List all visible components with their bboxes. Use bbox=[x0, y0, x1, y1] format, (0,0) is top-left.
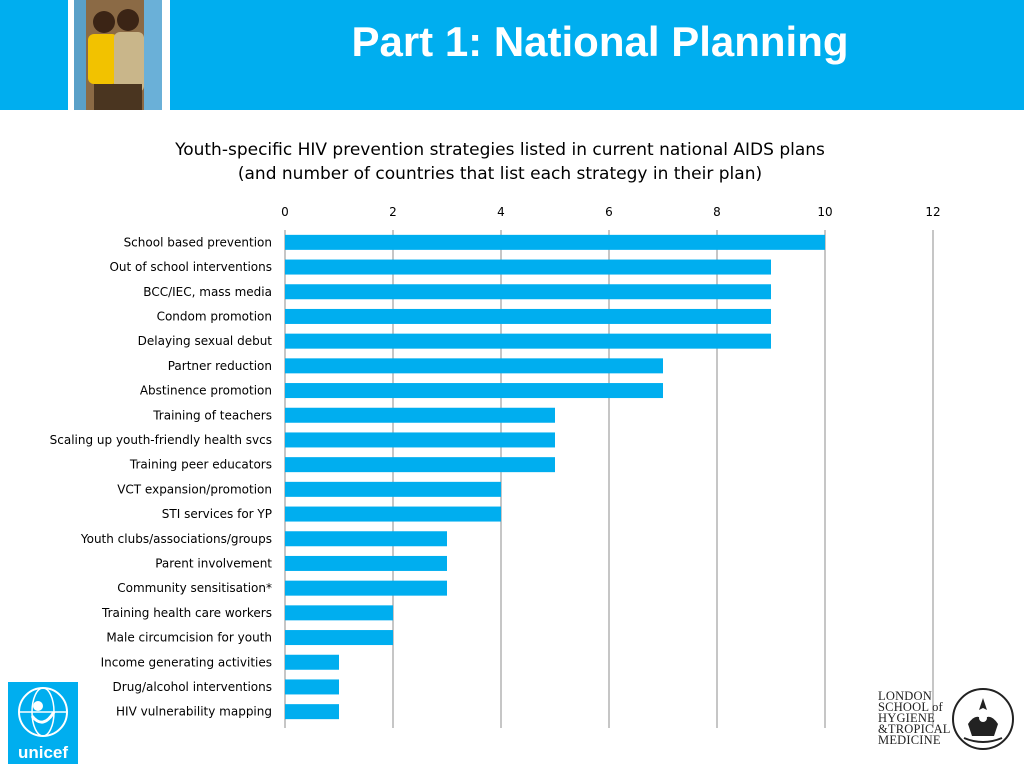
chart-title-line-2: (and number of countries that list each … bbox=[237, 164, 763, 184]
bar bbox=[285, 284, 771, 300]
lshtm-logo: LONDON SCHOOL of HYGIENE &TROPICAL MEDIC… bbox=[876, 688, 1016, 758]
bar-chart: 0 2 4 6 8 10 12 School based prevention Out of s… bbox=[50, 205, 941, 728]
bar bbox=[285, 259, 771, 275]
category-label: Training of teachers bbox=[152, 408, 272, 422]
category-label: Training health care workers bbox=[101, 606, 272, 620]
category-label: Parent involvement bbox=[155, 556, 272, 570]
category-label: Abstinence promotion bbox=[140, 384, 272, 398]
category-label: Training peer educators bbox=[129, 458, 272, 472]
x-tick-label: 8 bbox=[713, 205, 721, 219]
category-label: Income generating activities bbox=[101, 655, 272, 669]
lshtm-line-3: HYGIENE bbox=[878, 711, 935, 725]
header-banner: Part 1: National Planning bbox=[0, 0, 1024, 110]
lshtm-line-1: LONDON bbox=[878, 689, 932, 703]
chart-title-line-1: Youth-specific HIV prevention strategies… bbox=[175, 140, 825, 160]
bar bbox=[285, 358, 663, 374]
x-tick-label: 0 bbox=[281, 205, 289, 219]
category-label: Drug/alcohol interventions bbox=[113, 680, 272, 694]
header-photo bbox=[68, 0, 170, 110]
bar bbox=[285, 654, 339, 670]
category-label: Scaling up youth-friendly health svcs bbox=[50, 433, 272, 447]
category-label: School based prevention bbox=[124, 235, 272, 249]
x-tick-label: 10 bbox=[817, 205, 832, 219]
lshtm-line-5: MEDICINE bbox=[878, 733, 941, 747]
bar bbox=[285, 630, 393, 646]
unicef-logo: unicef bbox=[8, 682, 78, 764]
bar bbox=[285, 481, 501, 497]
bar bbox=[285, 580, 447, 596]
category-label: Partner reduction bbox=[168, 359, 272, 373]
x-tick-label: 4 bbox=[497, 205, 505, 219]
lshtm-crest-icon bbox=[952, 688, 1014, 750]
bar bbox=[285, 457, 555, 473]
unicef-wordmark: unicef bbox=[18, 743, 68, 762]
bar bbox=[285, 605, 393, 621]
x-tick-label: 12 bbox=[925, 205, 940, 219]
lshtm-wordmark: LONDON SCHOOL of HYGIENE &TROPICAL MEDIC… bbox=[878, 689, 951, 747]
category-label: Out of school interventions bbox=[109, 260, 272, 274]
bar bbox=[285, 432, 555, 448]
category-label: Delaying sexual debut bbox=[138, 334, 273, 348]
x-tick-label: 6 bbox=[605, 205, 613, 219]
x-tick-label: 2 bbox=[389, 205, 397, 219]
bar bbox=[285, 333, 771, 349]
bar bbox=[285, 407, 555, 423]
category-label: HIV vulnerability mapping bbox=[116, 705, 272, 719]
bar bbox=[285, 704, 339, 720]
bar bbox=[285, 506, 501, 522]
category-label: Male circumcision for youth bbox=[106, 631, 272, 645]
lshtm-line-2: SCHOOL of bbox=[878, 700, 943, 714]
category-label: BCC/IEC, mass media bbox=[143, 285, 272, 299]
bar bbox=[285, 308, 771, 324]
bar bbox=[285, 531, 447, 547]
chart-title: Youth-specific HIV prevention strategies… bbox=[140, 138, 860, 186]
category-label: Community sensitisation* bbox=[117, 581, 272, 595]
bar bbox=[285, 679, 339, 695]
bar bbox=[285, 234, 825, 250]
category-label: Youth clubs/associations/groups bbox=[80, 532, 272, 546]
slide-title: Part 1: National Planning bbox=[351, 18, 849, 65]
category-label: Condom promotion bbox=[157, 309, 272, 323]
lshtm-line-4: &TROPICAL bbox=[878, 722, 951, 736]
category-label: VCT expansion/promotion bbox=[117, 482, 272, 496]
bar bbox=[285, 555, 447, 571]
bar bbox=[285, 383, 663, 399]
category-label: STI services for YP bbox=[162, 507, 272, 521]
